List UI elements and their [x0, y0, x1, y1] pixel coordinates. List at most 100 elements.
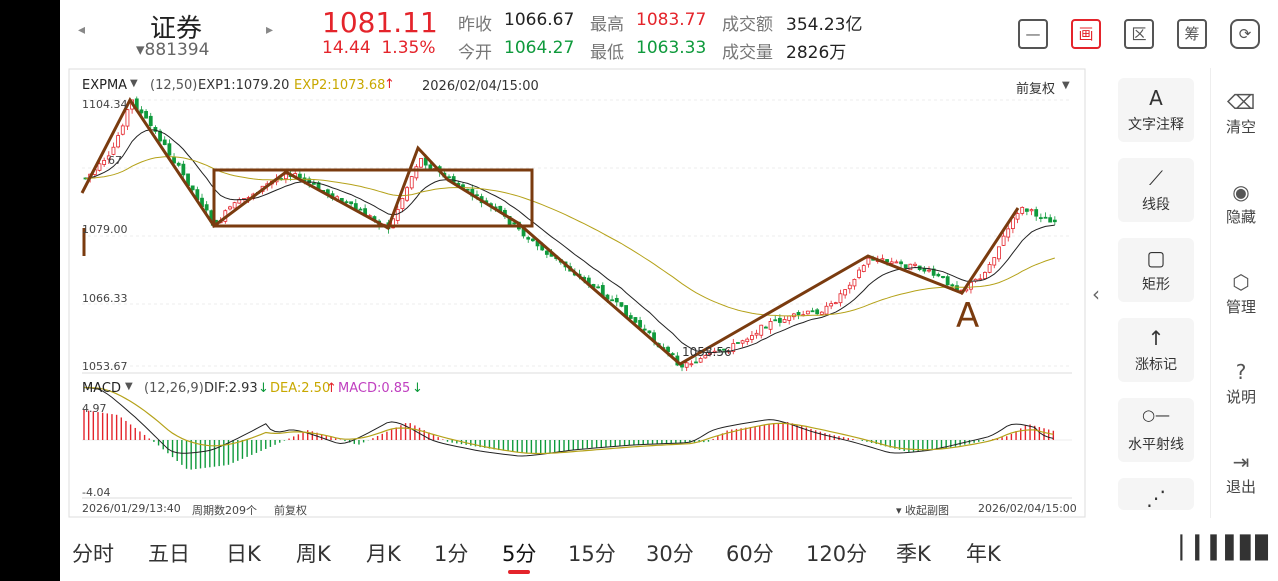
hide-button[interactable]: ◉ 隐藏 — [1211, 180, 1271, 227]
tab-yearly[interactable]: 年K — [966, 542, 1001, 566]
candle-body — [861, 265, 866, 272]
price-mid-label: 1079.00 — [82, 223, 128, 236]
chip-icon[interactable]: 筹 — [1177, 19, 1207, 49]
price-low2-label: 1066.33 — [82, 292, 128, 305]
tab-1min[interactable]: 1分 — [434, 542, 469, 566]
tool-rectangle[interactable]: ▢ 矩形 — [1118, 238, 1194, 302]
rotate-screen-icon[interactable]: ⟳ — [1230, 19, 1260, 49]
tab-15min[interactable]: 15分 — [568, 542, 616, 566]
candle-body — [796, 312, 801, 316]
stock-code[interactable]: ▾881394 — [136, 40, 210, 60]
candle-body — [992, 257, 997, 266]
horizontal-ray-icon: ○— — [1141, 406, 1171, 424]
price-partial-label: 67 — [108, 154, 122, 167]
macd-dropdown-icon[interactable]: ▼ — [125, 381, 133, 392]
candle-body — [894, 261, 899, 264]
candle-body — [153, 127, 158, 132]
last-price: 1081.11 — [322, 6, 438, 39]
tool-text-annotation[interactable]: A 文字注释 — [1118, 78, 1194, 142]
macd-name[interactable]: MACD — [82, 381, 121, 396]
low-label: 最低 — [590, 43, 624, 63]
adjust-dropdown-icon[interactable]: ▼ — [1062, 80, 1070, 91]
exp2-up-arrow-icon: ↑ — [384, 77, 395, 92]
tab-monthly[interactable]: 月K — [366, 542, 401, 566]
tab-intraday[interactable]: 分时 — [72, 542, 114, 566]
region-icon[interactable]: 区 — [1124, 19, 1154, 49]
exit-button[interactable]: ⇥ 退出 — [1211, 450, 1271, 497]
adjust-selector[interactable]: 前复权 — [1016, 82, 1056, 97]
candle-body — [619, 302, 624, 307]
candle-body — [899, 261, 903, 265]
candle-body — [349, 201, 354, 205]
candle-body — [694, 361, 698, 364]
candle-body — [1048, 217, 1053, 223]
candle-body — [102, 160, 107, 165]
exp1-line — [85, 129, 1055, 354]
indicator-params: (12,50) — [150, 78, 198, 93]
next-stock-arrow-icon[interactable]: ▸ — [266, 22, 274, 38]
tool-more[interactable]: ⋰ — [1118, 478, 1194, 510]
drawn-trend-lines — [80, 97, 1020, 366]
candle-body — [922, 268, 927, 272]
more-periods-icon[interactable]: ▏▎▍▌▋▊ — [1180, 536, 1272, 561]
tab-daily[interactable]: 日K — [226, 542, 261, 566]
candle-body — [838, 293, 843, 304]
indicator-dropdown-icon[interactable]: ▼ — [130, 78, 138, 89]
candle-body — [158, 130, 162, 142]
prev-stock-arrow-icon[interactable]: ◂ — [78, 22, 86, 38]
tool-rise-mark[interactable]: ↑ 涨标记 — [1118, 318, 1194, 382]
candle-body — [987, 264, 992, 273]
tab-30min[interactable]: 30分 — [646, 542, 694, 566]
indicator-name[interactable]: EXPMA — [82, 78, 128, 93]
prev-close-label: 昨收 — [458, 15, 492, 35]
candle-body — [297, 173, 302, 179]
macd-dea: DEA:2.50 — [270, 381, 331, 396]
tab-weekly[interactable]: 周K — [296, 542, 331, 566]
minimize-icon[interactable]: — — [1018, 19, 1048, 49]
candle-body — [526, 237, 531, 240]
tab-quarterly[interactable]: 季K — [896, 542, 931, 566]
candle-body — [358, 208, 363, 211]
candle-body — [819, 311, 824, 315]
candle-body — [750, 335, 754, 340]
candle-body — [829, 303, 834, 307]
candle-body — [638, 320, 642, 328]
eye-icon: ◉ — [1232, 180, 1250, 204]
rectangle-icon: ▢ — [1146, 246, 1166, 270]
tool-actions-panel: ⌫ 清空 ◉ 隐藏 ⬡ 管理 ? 说明 ⇥ 退出 — [1210, 68, 1278, 518]
candle-body — [731, 343, 736, 352]
min-price-marker: 1058.56 — [682, 345, 732, 359]
kline-chart-area[interactable]: EXPMA ▼ (12,50) EXP1:1079.20 EXP2:1073.6… — [68, 68, 1086, 518]
tab-120min[interactable]: 120分 — [806, 542, 868, 566]
collapse-tools-chevron-icon[interactable]: ‹ — [1092, 282, 1100, 306]
tool-line-segment[interactable]: ⟋ 线段 — [1118, 158, 1194, 222]
help-button[interactable]: ? 说明 — [1211, 360, 1271, 407]
candle-body — [395, 209, 400, 221]
tab-5min[interactable]: 5分 — [502, 542, 537, 566]
candle-body — [162, 139, 167, 146]
manage-icon: ⬡ — [1232, 270, 1250, 294]
canvas-icon[interactable]: 画 — [1071, 19, 1101, 49]
collapse-subchart[interactable]: ▾ 收起副图 — [896, 504, 950, 517]
candle-body — [885, 259, 889, 263]
candle-body — [978, 278, 983, 281]
candle-body — [530, 238, 535, 242]
tab-60min[interactable]: 60分 — [726, 542, 774, 566]
candle-body — [908, 263, 913, 271]
volume-label: 成交量 — [722, 43, 773, 63]
volume-value: 2826万 — [786, 43, 847, 63]
kline-svg[interactable] — [68, 68, 1086, 518]
clear-button[interactable]: ⌫ 清空 — [1211, 90, 1271, 137]
candle-body — [983, 272, 987, 279]
chart-frame — [68, 68, 1086, 518]
tool-horizontal-ray[interactable]: ○— 水平射线 — [1118, 398, 1194, 462]
candle-body — [703, 355, 708, 359]
tab-five-day[interactable]: 五日 — [148, 542, 190, 566]
manage-button[interactable]: ⬡ 管理 — [1211, 270, 1271, 317]
candle-body — [614, 297, 619, 303]
candle-body — [1038, 217, 1043, 219]
candle-body — [708, 352, 712, 355]
candle-body — [740, 340, 745, 344]
period-count: 周期数209个 — [192, 504, 257, 517]
candle-body — [628, 315, 633, 319]
